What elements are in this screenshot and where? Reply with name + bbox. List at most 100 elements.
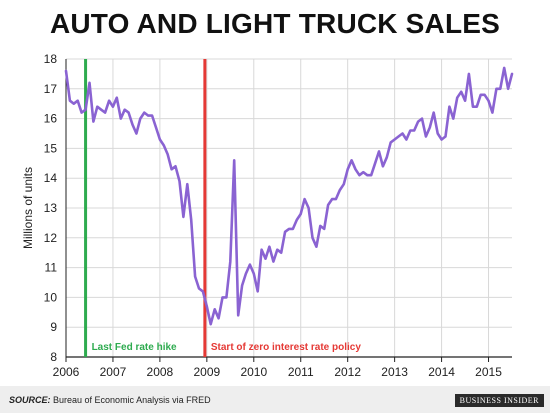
- data-point: [108, 100, 110, 102]
- y-tick-label: 9: [50, 320, 57, 334]
- data-point: [503, 67, 505, 69]
- data-point: [433, 112, 435, 114]
- data-point: [472, 106, 474, 108]
- y-axis-title: Millions of units: [21, 167, 35, 249]
- data-point: [320, 225, 322, 227]
- data-point: [378, 151, 380, 153]
- data-point: [449, 106, 451, 108]
- y-tick-label: 13: [44, 201, 58, 215]
- data-point: [198, 288, 200, 290]
- data-point: [456, 97, 458, 99]
- data-point: [390, 142, 392, 144]
- data-point: [425, 136, 427, 138]
- data-point: [511, 73, 513, 75]
- data-point: [300, 213, 302, 215]
- data-point: [140, 118, 142, 120]
- data-point: [453, 118, 455, 120]
- data-point: [402, 133, 404, 135]
- data-point: [351, 160, 353, 162]
- annotation-label-2: Start of zero interest rate policy: [211, 342, 361, 353]
- x-tick-label: 2010: [240, 365, 267, 379]
- y-tick-label: 12: [44, 231, 58, 245]
- data-point: [116, 97, 118, 99]
- data-point: [363, 171, 365, 173]
- data-point: [97, 106, 99, 108]
- data-point: [480, 94, 482, 96]
- data-point: [230, 261, 232, 263]
- data-point: [394, 139, 396, 141]
- data-point: [323, 228, 325, 230]
- data-point: [339, 189, 341, 191]
- y-tick-label: 15: [44, 141, 58, 155]
- chart-title: AUTO AND LIGHT TRUCK SALES: [49, 8, 501, 39]
- x-tick-label: 2008: [147, 365, 174, 379]
- data-point: [206, 306, 208, 308]
- y-tick-label: 11: [45, 261, 58, 275]
- data-point: [190, 219, 192, 221]
- data-point: [261, 249, 263, 251]
- y-tick-label: 10: [44, 290, 58, 304]
- data-point: [460, 91, 462, 93]
- data-point: [144, 112, 146, 114]
- data-point: [421, 118, 423, 120]
- data-point: [147, 115, 149, 117]
- data-point: [492, 112, 494, 114]
- data-point: [327, 204, 329, 206]
- data-point: [304, 198, 306, 200]
- x-tick-label: 2014: [428, 365, 455, 379]
- data-point: [163, 145, 165, 147]
- data-point: [331, 198, 333, 200]
- data-point: [249, 264, 251, 266]
- data-point: [359, 174, 361, 176]
- data-point: [218, 318, 220, 320]
- data-point: [484, 94, 486, 96]
- x-tick-label: 2013: [381, 365, 408, 379]
- source-text: Bureau of Economic Analysis via FRED: [50, 395, 211, 405]
- x-tick-label: 2007: [100, 365, 127, 379]
- data-point: [179, 180, 181, 182]
- data-point: [296, 219, 298, 221]
- data-point: [476, 106, 478, 108]
- data-point: [245, 273, 247, 275]
- data-point: [187, 183, 189, 185]
- data-point: [284, 231, 286, 233]
- data-point: [269, 246, 271, 248]
- data-point: [183, 216, 185, 218]
- source-note: SOURCE: Bureau of Economic Analysis via …: [9, 395, 211, 405]
- y-tick-label: 18: [44, 52, 58, 66]
- data-point: [241, 285, 243, 287]
- data-point: [210, 323, 212, 325]
- data-point: [155, 127, 157, 129]
- data-point: [316, 246, 318, 248]
- data-point: [406, 139, 408, 141]
- y-tick-label: 16: [44, 112, 58, 126]
- data-point: [226, 297, 228, 299]
- x-tick-label: 2012: [334, 365, 361, 379]
- data-point: [81, 112, 83, 114]
- data-point: [85, 109, 87, 111]
- data-point: [312, 237, 314, 239]
- data-point: [398, 136, 400, 138]
- data-point: [464, 100, 466, 102]
- data-point: [292, 228, 294, 230]
- data-point: [308, 207, 310, 209]
- data-point: [202, 291, 204, 293]
- data-point: [496, 88, 498, 90]
- data-point: [237, 315, 239, 317]
- data-point: [136, 133, 138, 135]
- data-point: [507, 88, 509, 90]
- y-tick-label: 14: [44, 171, 58, 185]
- data-point: [343, 183, 345, 185]
- line-chart: 8 9 10 11 12 13 14 15 16 17 18 2006 2007 2008 2009 2010…: [21, 52, 514, 379]
- data-point: [69, 100, 71, 102]
- data-point: [89, 82, 91, 84]
- source-label: SOURCE:: [9, 395, 51, 405]
- data-point: [65, 70, 67, 72]
- data-point: [175, 166, 177, 168]
- data-point: [280, 252, 282, 254]
- data-point: [194, 276, 196, 278]
- data-point: [124, 109, 126, 111]
- data-point: [355, 169, 357, 171]
- data-point: [151, 115, 153, 117]
- annotation-label-1: Last Fed rate hike: [92, 342, 177, 353]
